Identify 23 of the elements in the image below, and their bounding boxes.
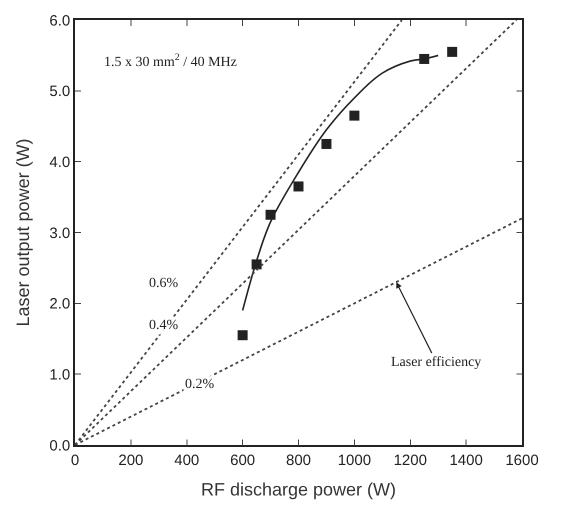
x-tick-label: 200 (118, 452, 144, 469)
y-tick-label: 0.0 (49, 437, 70, 454)
x-tick-label: 0 (70, 452, 80, 469)
x-tick-label: 800 (286, 452, 312, 469)
y-tick-label: 2.0 (49, 296, 70, 313)
annotation: 0.4% (149, 318, 178, 333)
x-tick-label: 1600 (505, 452, 539, 469)
annotation: 1.5 x 30 mm$^{2}$ / 40 MHz (104, 52, 237, 70)
annotation: Laser efficiency (391, 355, 482, 370)
y-tick-label: 5.0 (49, 83, 70, 100)
x-tick-label: 1400 (449, 452, 483, 469)
x-tick-label: 1200 (394, 452, 427, 469)
y-tick-label: 6.0 (49, 12, 70, 30)
x-tick-label: 400 (174, 452, 200, 469)
annotation: 0.2% (185, 377, 214, 392)
x-tick-label: 1000 (338, 452, 372, 469)
y-axis-title: Laser output power (W) (13, 138, 34, 327)
y-tick-label: 1.0 (49, 366, 70, 384)
annotation: 0.6% (149, 276, 178, 291)
y-tick-label: 4.0 (49, 154, 70, 171)
y-tick-label: 3.0 (49, 224, 70, 242)
x-axis-title: RF discharge power (W) (200, 479, 396, 500)
x-tick-label: 600 (230, 452, 256, 469)
